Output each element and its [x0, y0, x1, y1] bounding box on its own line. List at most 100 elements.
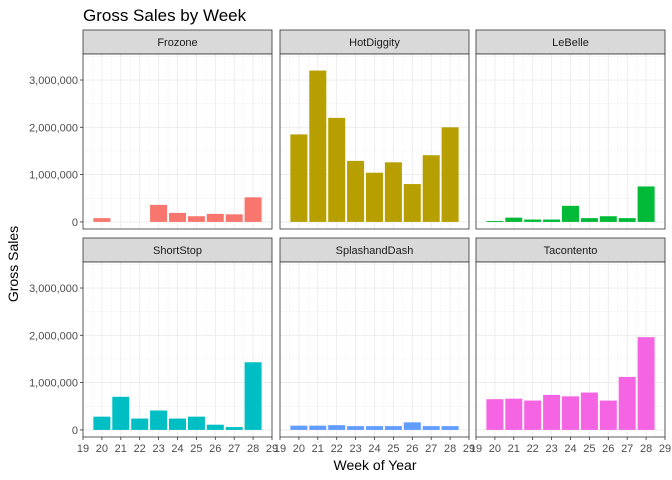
bar-week-21: [309, 425, 327, 430]
y-tick-label: 0: [72, 217, 78, 229]
bar-week-28: [637, 337, 655, 430]
bar-week-25: [384, 162, 402, 222]
y-tick-label: 1,000,000: [29, 170, 78, 182]
y-tick-label: 1,000,000: [29, 378, 78, 390]
x-tick-label: 24: [564, 443, 576, 455]
facet-strip-label: SplashandDash: [336, 245, 414, 257]
x-axis-title: Week of Year: [333, 457, 416, 473]
y-tick-label: 2,000,000: [29, 330, 78, 342]
bar-week-27: [422, 426, 440, 430]
bar-week-22: [131, 418, 149, 430]
bar-week-22: [328, 425, 346, 430]
x-tick-label: 26: [209, 443, 221, 455]
bar-week-27: [225, 214, 243, 222]
bar-week-22: [328, 117, 346, 222]
x-tick-label: 25: [387, 443, 399, 455]
x-tick-label: 21: [312, 443, 324, 455]
bar-week-24: [365, 426, 384, 430]
x-tick-label: 27: [228, 443, 240, 455]
bar-week-24: [561, 396, 580, 430]
bar-week-27: [618, 218, 636, 222]
x-tick-label: 27: [425, 443, 437, 455]
bar-week-26: [206, 213, 224, 222]
bar-week-27: [225, 427, 243, 430]
y-tick-label: 3,000,000: [29, 75, 78, 87]
facet-strip-label: Tacontento: [544, 245, 598, 257]
bar-week-23: [543, 219, 561, 222]
facet-strip-label: LeBelle: [552, 37, 589, 49]
bar-week-25: [187, 216, 205, 222]
bar-week-27: [422, 155, 440, 222]
x-tick-label: 28: [444, 443, 456, 455]
x-tick-label: 23: [349, 443, 361, 455]
bar-week-23: [347, 160, 365, 222]
bar-week-24: [168, 212, 187, 222]
bar-week-25: [384, 426, 402, 430]
y-tick-label: 3,000,000: [29, 283, 78, 295]
bar-week-20: [93, 416, 111, 430]
bar-week-25: [580, 392, 598, 430]
bar-week-26: [403, 184, 421, 222]
facet-panel-splashanddash: SplashandDash 19 20 21 22 23 24 25 26 27 28 29: [274, 237, 475, 455]
bar-week-25: [187, 416, 205, 430]
x-tick-label: 23: [545, 443, 557, 455]
x-tick-label: 29: [659, 443, 671, 455]
bar-week-20: [290, 425, 308, 430]
facet-panels: Frozone 0 1,000,000 2,000,000 3,000,000 HotDi…: [29, 29, 671, 455]
x-tick-label: 24: [368, 443, 380, 455]
bar-week-23: [347, 426, 365, 430]
bar-week-26: [403, 422, 421, 430]
facet-panel-hotdiggity: HotDiggity: [279, 29, 470, 230]
bar-week-20: [93, 218, 111, 222]
bar-week-28: [637, 186, 655, 222]
x-tick-label: 23: [152, 443, 164, 455]
y-axis-title: Gross Sales: [5, 226, 21, 302]
x-tick-label: 19: [470, 443, 482, 455]
bar-week-21: [505, 398, 523, 430]
bar-week-28: [244, 197, 262, 222]
bar-week-22: [524, 219, 542, 222]
facet-strip: [82, 29, 273, 55]
facet-panel-lebelle: LeBelle: [475, 29, 666, 230]
bar-week-28: [441, 426, 459, 430]
bar-week-24: [168, 418, 187, 430]
x-tick-label: 21: [115, 443, 127, 455]
x-tick-label: 21: [508, 443, 520, 455]
facet-strip-label: ShortStop: [153, 245, 202, 257]
bar-week-24: [365, 172, 384, 222]
facet-panel-frozone: Frozone 0 1,000,000 2,000,000 3,000,000: [29, 29, 273, 230]
bar-week-26: [599, 216, 617, 222]
bar-week-26: [599, 400, 617, 430]
x-tick-label: 28: [640, 443, 652, 455]
x-tick-label: 22: [134, 443, 146, 455]
panel-border: [475, 53, 666, 230]
facet-panel-shortstop: ShortStop 0 1,000,000 2,000,000 3,000,000 19 2…: [29, 237, 278, 455]
x-tick-label: 20: [96, 443, 108, 455]
facet-strip-label: Frozone: [157, 37, 197, 49]
bar-week-28: [244, 362, 262, 430]
panel-border: [82, 53, 273, 230]
bar-week-23: [543, 394, 561, 430]
bar-week-21: [112, 396, 130, 430]
x-tick-label: 20: [293, 443, 305, 455]
y-tick-label: 2,000,000: [29, 122, 78, 134]
x-tick-label: 28: [247, 443, 259, 455]
bar-week-24: [561, 205, 580, 222]
bar-week-20: [290, 134, 308, 222]
x-tick-label: 19: [274, 443, 286, 455]
x-tick-label: 29: [463, 443, 475, 455]
x-tick-label: 26: [406, 443, 418, 455]
x-tick-label: 20: [489, 443, 501, 455]
bar-week-25: [580, 218, 598, 222]
bar-week-28: [441, 127, 459, 222]
bar-week-21: [505, 217, 523, 222]
facet-panel-tacontento: Tacontento 19 20 21 22 23 24 25 26 27 28 29: [470, 237, 671, 455]
y-tick-label: 0: [72, 425, 78, 437]
bar-week-22: [524, 400, 542, 430]
bar-week-23: [150, 410, 168, 430]
x-tick-label: 22: [527, 443, 539, 455]
facet-strip-label: HotDiggity: [349, 37, 400, 49]
x-tick-label: 22: [331, 443, 343, 455]
bar-week-26: [206, 424, 224, 430]
